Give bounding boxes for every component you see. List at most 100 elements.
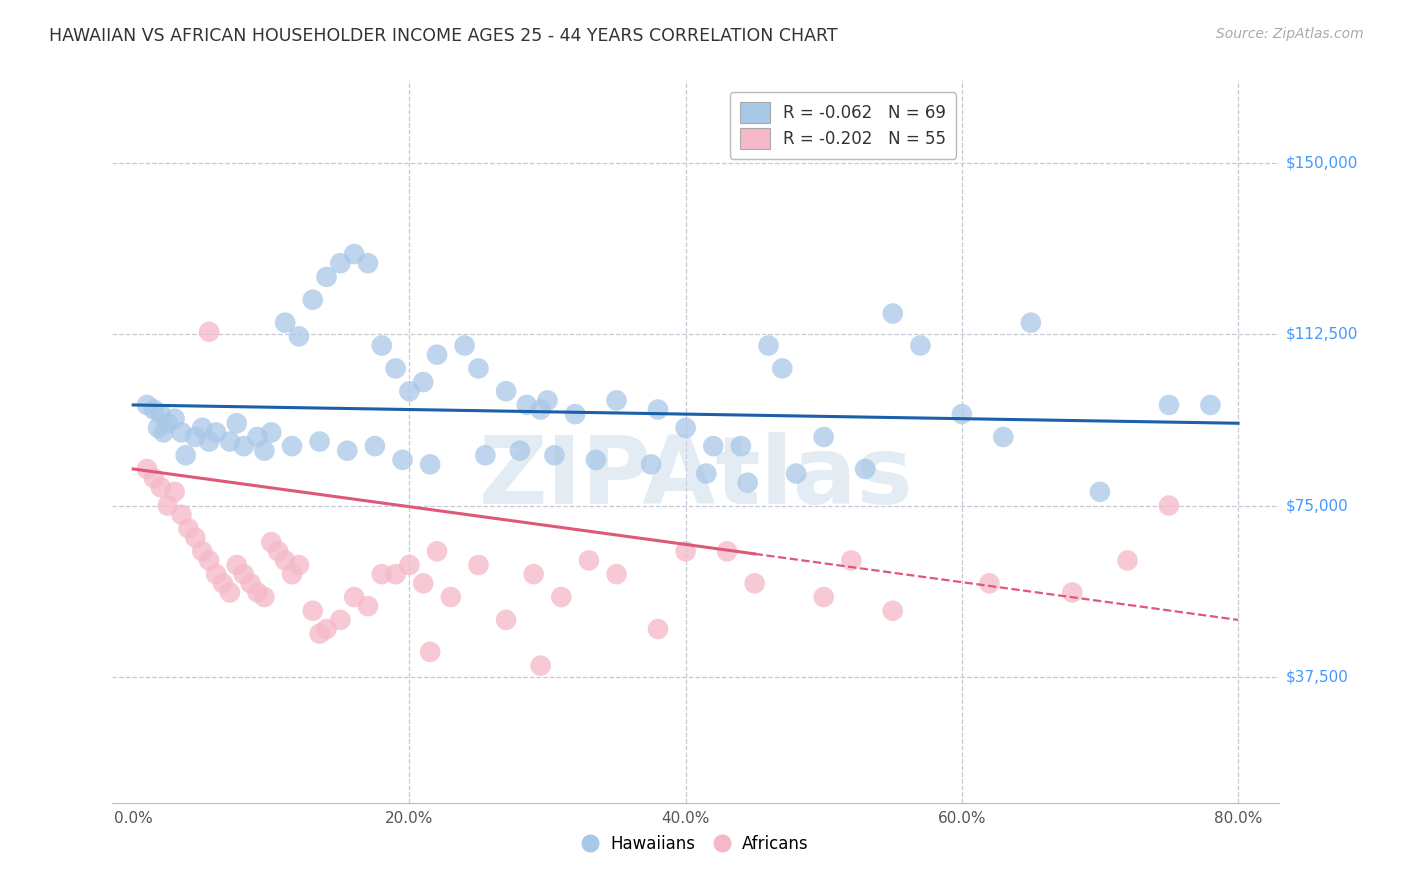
Point (419, 645, 441, 659)
Point (1199, 398, 1222, 412)
Point (274, 316, 297, 330)
Point (647, 622, 669, 636)
Point (716, 544, 738, 558)
Point (578, 553, 600, 567)
Point (495, 384, 517, 399)
Text: $112,500: $112,500 (1285, 326, 1358, 342)
Point (357, 256, 380, 270)
Point (606, 567, 628, 582)
Point (170, 425, 193, 440)
Point (426, 348, 449, 362)
Point (301, 293, 323, 307)
Point (253, 443, 276, 458)
Point (142, 471, 165, 485)
Point (142, 402, 165, 417)
Point (308, 434, 330, 449)
Point (585, 453, 607, 467)
Legend: Hawaiians, Africans: Hawaiians, Africans (576, 828, 815, 860)
Text: ZIPAtlas: ZIPAtlas (478, 432, 914, 524)
Point (260, 425, 283, 440)
Point (232, 567, 254, 582)
Point (198, 325, 221, 339)
Point (336, 443, 359, 458)
Point (308, 626, 330, 640)
Point (364, 439, 387, 453)
Point (260, 535, 283, 549)
Point (419, 458, 441, 472)
Point (205, 425, 228, 440)
Point (564, 407, 586, 421)
Point (647, 402, 669, 417)
Point (184, 531, 207, 545)
Point (267, 544, 290, 558)
Point (315, 622, 337, 636)
Point (675, 544, 697, 558)
Point (156, 416, 179, 430)
Point (702, 439, 724, 453)
Point (536, 393, 558, 408)
Point (212, 576, 235, 591)
Point (606, 393, 628, 408)
Point (218, 434, 240, 449)
Point (136, 398, 159, 412)
Point (384, 361, 406, 376)
Point (882, 604, 904, 618)
Point (785, 467, 807, 481)
Point (1157, 499, 1180, 513)
Point (516, 398, 538, 412)
Point (467, 558, 489, 572)
Point (225, 558, 247, 572)
Point (156, 499, 179, 513)
Point (453, 338, 475, 352)
Point (440, 590, 463, 604)
Point (329, 256, 352, 270)
Point (170, 508, 193, 522)
Point (281, 567, 304, 582)
Point (813, 590, 835, 604)
Point (191, 544, 214, 558)
Point (529, 402, 551, 417)
Point (246, 430, 269, 444)
Point (246, 585, 269, 599)
Point (737, 475, 759, 490)
Point (474, 448, 496, 462)
Text: $75,000: $75,000 (1285, 498, 1348, 513)
Point (391, 453, 413, 467)
Point (371, 567, 394, 582)
Point (329, 613, 352, 627)
Point (371, 338, 394, 352)
Point (315, 269, 337, 284)
Text: $150,000: $150,000 (1285, 155, 1358, 170)
Point (813, 430, 835, 444)
Point (288, 558, 311, 572)
Point (495, 613, 517, 627)
Y-axis label: Householder Income Ages 25 - 44 years: Householder Income Ages 25 - 44 years (0, 276, 8, 607)
Point (979, 576, 1001, 591)
Point (744, 576, 766, 591)
Point (509, 443, 531, 458)
Point (288, 329, 311, 343)
Point (239, 576, 262, 591)
Point (205, 567, 228, 582)
Point (730, 439, 752, 453)
Point (950, 407, 973, 421)
Point (232, 439, 254, 453)
Point (384, 567, 406, 582)
Point (640, 458, 662, 472)
Point (758, 338, 780, 352)
Point (426, 544, 449, 558)
Point (281, 439, 304, 453)
Point (675, 421, 697, 435)
Point (1088, 484, 1111, 499)
Text: $37,500: $37,500 (1285, 670, 1348, 684)
Point (993, 430, 1015, 444)
Point (529, 658, 551, 673)
Point (853, 462, 876, 476)
Point (198, 434, 221, 449)
Point (357, 599, 380, 614)
Point (253, 590, 276, 604)
Point (225, 416, 247, 430)
Point (149, 480, 172, 494)
Point (149, 407, 172, 421)
Point (882, 306, 904, 320)
